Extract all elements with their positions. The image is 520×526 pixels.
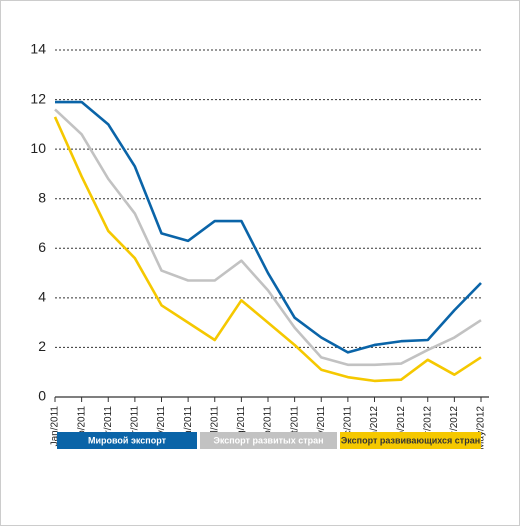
y-tick-label: 14 <box>30 41 46 57</box>
x-tick-label: May/2012 <box>476 406 487 450</box>
y-tick-label: 6 <box>38 239 46 255</box>
y-tick-label: 4 <box>38 289 46 305</box>
x-tick-label: Mar/2011 <box>103 406 114 448</box>
y-tick-label: 8 <box>38 189 46 205</box>
legend-swatch <box>200 432 337 449</box>
x-tick-label: Apr/2011 <box>130 406 141 446</box>
x-tick-label: Nov/2011 <box>316 406 327 449</box>
legend-label: Мировой экспорт <box>88 435 167 445</box>
legend-label: Экспорт развивающихся стран <box>341 435 480 445</box>
y-tick-label: 10 <box>30 140 46 156</box>
x-tick-label: Jan/2011 <box>50 406 61 447</box>
x-tick-label: Jun/2011 <box>183 406 194 447</box>
x-tick-label: Oct/2011 <box>289 406 300 446</box>
x-tick-label: Feb/2012 <box>396 406 407 449</box>
x-tick-label: May/2011 <box>156 406 167 450</box>
series-line <box>54 108 482 367</box>
legend-label: Экспорт развитых стран <box>213 435 323 445</box>
y-tick-label: 2 <box>38 338 46 354</box>
x-tick-label: Mar/2012 <box>422 406 433 449</box>
legend-swatch <box>340 432 481 449</box>
x-tick-label: Jan/2012 <box>369 406 380 448</box>
y-tick-label: 12 <box>30 90 46 106</box>
x-tick-label: Aug/2011 <box>236 406 247 449</box>
series-line <box>55 100 482 354</box>
legend-swatch <box>57 432 197 449</box>
x-tick-label: Sep/2011 <box>263 406 274 449</box>
series-line <box>53 116 482 383</box>
x-tick-label: Jul/2011 <box>209 406 220 444</box>
y-tick-label: 0 <box>38 388 46 404</box>
x-tick-label: Dec/2011 <box>343 406 354 449</box>
x-tick-label: Feb/2011 <box>76 406 87 448</box>
x-tick-label: Apr/2012 <box>449 406 460 447</box>
